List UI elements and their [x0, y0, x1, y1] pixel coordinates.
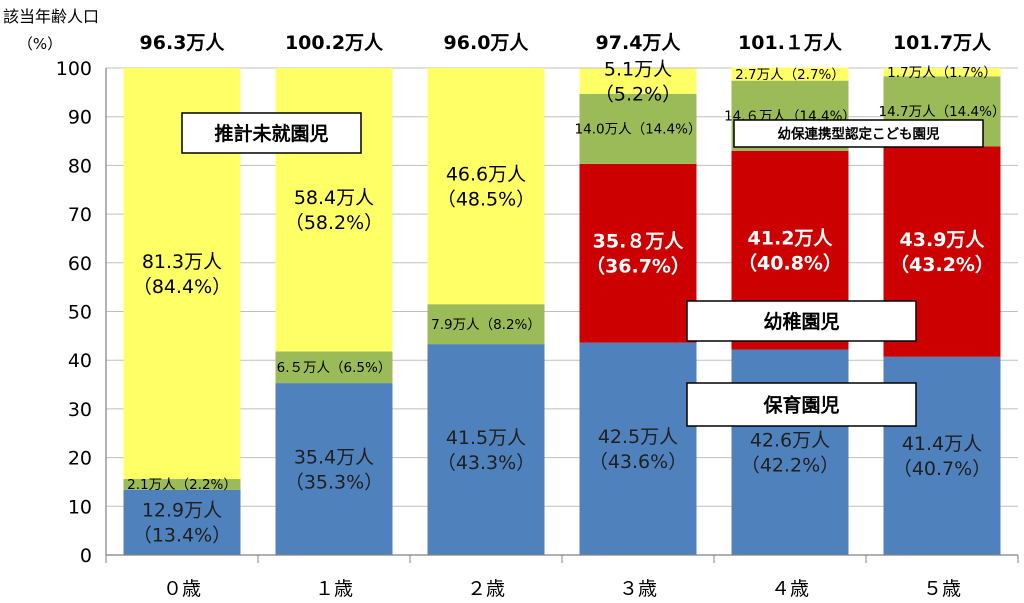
y-tick-label: 40 [68, 350, 92, 372]
y-tick-label: 50 [68, 302, 92, 324]
x-tick-label: １歳 [315, 578, 353, 600]
bar-segment [579, 68, 697, 94]
bars [123, 67, 1001, 555]
total-label: 100.2万人 [285, 32, 384, 54]
segment-label: 12.9万人 [142, 500, 222, 522]
y-tick-label: 90 [68, 107, 92, 129]
segment-label: 35.８万人 [593, 231, 685, 253]
segment-label: （5.2%） [595, 83, 681, 105]
segment-label: 43.9万人 [900, 229, 986, 251]
segment-labels: 12.9万人 （13.4%） 2.1万人（2.2%） 81.3万人 （84.4%） 35.… [127, 58, 1005, 546]
segment-label: （48.5%） [437, 188, 535, 210]
segment-label: （35.3%） [285, 471, 383, 493]
callout-kindergarten: 幼稚園児 [763, 310, 839, 333]
callout-nursery: 保育園児 [762, 393, 839, 416]
total-label: 96.0万人 [444, 32, 530, 54]
segment-label: （40.8%） [738, 251, 842, 274]
total-label: 96.3万人 [140, 32, 226, 54]
callout-certified: 幼保連携型認定こども園児 [778, 125, 940, 142]
segment-label: 42.5万人 [598, 426, 678, 448]
total-labels: 96.3万人 100.2万人 96.0万人 97.4万人 101.１万人 101.7万人 [140, 32, 992, 54]
segment-label: 42.6万人 [750, 430, 830, 452]
callout-box [181, 112, 362, 154]
segment-label: 14.0万人（14.4%） [575, 122, 702, 138]
segment-label: 6.５万人（6.5%） [277, 360, 392, 376]
x-tick-label: ４歳 [771, 578, 809, 600]
y-tick-label: 10 [68, 496, 92, 518]
segment-label: 7.9万人（8.2%） [431, 317, 541, 333]
segment-label: 14.7万人（14.4%） [879, 104, 1006, 120]
bar-segment [731, 67, 849, 81]
segment-label: （40.7%） [893, 458, 991, 480]
segment-label: 41.5万人 [446, 427, 526, 449]
bar-segment [731, 349, 849, 555]
segment-label: （43.6%） [589, 451, 687, 473]
segment-label: （58.2%） [285, 212, 383, 234]
bar-segment [579, 163, 697, 343]
segment-label: 41.4万人 [902, 433, 982, 455]
x-tick-labels: ０歳 １歳 ２歳 ３歳 ４歳 ５歳 [163, 578, 961, 600]
bar-segment [427, 304, 545, 345]
segment-label: （84.4%） [133, 276, 231, 298]
callout-box [686, 382, 917, 427]
callout-box [733, 119, 984, 148]
y-tick-labels: 0 10 20 30 40 50 60 70 80 90 100 [56, 58, 92, 567]
y-axis-unit: （%） [18, 35, 62, 53]
bar-segment [275, 351, 393, 384]
segment-label: （43.3%） [437, 452, 535, 474]
segment-label: 58.4万人 [294, 187, 374, 209]
bar-segment [123, 479, 241, 490]
x-tick-label: ０歳 [163, 578, 201, 600]
segment-label: 5.1万人 [604, 58, 672, 80]
total-label: 101.１万人 [738, 32, 843, 54]
bar-segment [579, 93, 697, 164]
bar-segment [123, 489, 241, 555]
segment-label: 46.6万人 [446, 163, 526, 185]
bar-segment [883, 68, 1001, 77]
y-axis-label: 該当年齢人口 [3, 7, 99, 26]
x-tick-label: ５歳 [923, 578, 961, 600]
segment-label: （42.2%） [741, 455, 839, 477]
y-tick-label: 60 [68, 253, 92, 275]
y-tick-label: 0 [80, 545, 92, 567]
bar-segment [579, 342, 697, 555]
y-tick-label: 70 [68, 204, 92, 226]
callout-unenrolled: 推計未就園児 [214, 122, 328, 145]
x-tick-label: ３歳 [619, 578, 657, 600]
bar-segment [275, 68, 393, 352]
bar-segment [427, 68, 545, 305]
callout-box [686, 300, 917, 342]
y-tick-label: 20 [68, 448, 92, 470]
segment-label: 81.3万人 [142, 251, 222, 273]
total-label: 101.7万人 [893, 32, 992, 54]
bar-segment [427, 344, 545, 555]
segment-label: 2.7万人（2.7%） [735, 67, 845, 83]
gridlines [106, 67, 1018, 507]
x-tick-label: ２歳 [467, 578, 505, 600]
y-tick-label: 80 [68, 155, 92, 177]
segment-label: （43.2%） [890, 253, 994, 276]
segment-label: 2.1万人（2.2%） [127, 477, 237, 493]
y-tick-label: 30 [68, 399, 92, 421]
bar-segment [275, 383, 393, 555]
segment-label: （36.7%） [586, 255, 690, 278]
segment-label: （13.4%） [133, 525, 231, 547]
segment-label: 41.2万人 [748, 227, 834, 249]
total-label: 97.4万人 [596, 32, 682, 54]
segment-label: 1.7万人（1.7%） [887, 65, 997, 81]
y-tick-label: 100 [56, 58, 92, 80]
segment-label: 35.4万人 [294, 446, 374, 468]
axes [105, 68, 1019, 563]
